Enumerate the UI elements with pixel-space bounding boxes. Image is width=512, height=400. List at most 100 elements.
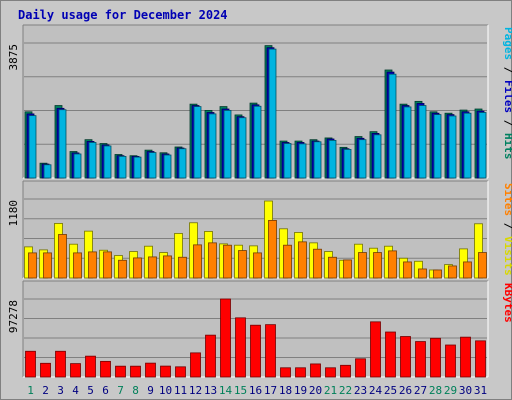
day-label-15: 15 — [234, 384, 247, 397]
day-label-8: 8 — [132, 384, 139, 397]
day-label-22: 22 — [339, 384, 352, 397]
day-label-18: 18 — [279, 384, 292, 397]
bar-sites-day-8 — [133, 257, 142, 279]
bar-pages-day-27 — [418, 105, 427, 179]
bar-kbytes-day-30 — [460, 336, 471, 378]
legend-visits-label: Visits — [502, 236, 512, 276]
chart-title: Daily usage for December 2024 — [18, 8, 228, 22]
day-label-3: 3 — [57, 384, 64, 397]
day-label-2: 2 — [42, 384, 49, 397]
bar-kbytes-day-11 — [175, 366, 186, 378]
day-label-31: 31 — [474, 384, 487, 397]
bar-kbytes-day-29 — [445, 344, 456, 378]
day-label-19: 19 — [294, 384, 307, 397]
panel-hits-legend-label: Pages / Files / Hits — [502, 27, 512, 160]
bar-pages-day-13 — [208, 113, 217, 179]
bar-sites-day-25 — [388, 250, 397, 279]
bar-sites-day-12 — [193, 244, 202, 279]
day-label-24: 24 — [369, 384, 383, 397]
bar-pages-day-12 — [193, 106, 202, 179]
bar-sites-day-14 — [223, 244, 232, 279]
day-label-10: 10 — [159, 384, 172, 397]
day-label-14: 14 — [219, 384, 233, 397]
bar-pages-day-8 — [133, 156, 142, 179]
bar-pages-day-3 — [58, 109, 67, 179]
day-label-27: 27 — [414, 384, 427, 397]
bar-sites-day-30 — [463, 261, 472, 279]
bar-pages-day-16 — [253, 105, 262, 179]
bar-sites-day-29 — [448, 265, 457, 279]
bar-sites-day-13 — [208, 242, 217, 279]
bar-kbytes-day-25 — [385, 331, 396, 378]
bar-kbytes-day-22 — [340, 364, 351, 378]
bar-sites-day-2 — [43, 252, 52, 279]
panel-kbytes-legend-label: KBytes — [502, 283, 512, 323]
bar-pages-day-23 — [358, 139, 367, 179]
bar-sites-day-11 — [178, 256, 187, 279]
bar-pages-day-6 — [103, 145, 112, 179]
bar-pages-day-10 — [163, 154, 172, 179]
day-label-28: 28 — [429, 384, 442, 397]
bar-pages-day-25 — [388, 73, 397, 179]
bar-pages-day-9 — [148, 152, 157, 179]
bar-sites-day-27 — [418, 268, 427, 279]
bar-kbytes-day-10 — [160, 365, 171, 378]
bar-kbytes-day-8 — [130, 365, 141, 378]
bar-kbytes-day-3 — [55, 350, 66, 378]
bar-pages-day-28 — [433, 114, 442, 179]
bar-kbytes-day-13 — [205, 334, 216, 378]
bar-kbytes-day-19 — [295, 367, 306, 378]
panel-hits-ymax-label: 3875 — [7, 44, 20, 71]
bar-kbytes-day-9 — [145, 362, 156, 378]
bar-pages-day-29 — [448, 115, 457, 179]
day-label-30: 30 — [459, 384, 472, 397]
bar-kbytes-day-6 — [100, 360, 111, 378]
bar-pages-day-30 — [463, 112, 472, 179]
bar-sites-day-9 — [148, 256, 157, 279]
bar-sites-day-3 — [58, 234, 67, 279]
bar-pages-day-15 — [238, 117, 247, 179]
legend--label: / — [502, 216, 512, 236]
bar-kbytes-day-18 — [280, 367, 291, 378]
bar-kbytes-day-24 — [370, 321, 381, 378]
panel-kbytes-ymax-label: 97278 — [7, 300, 20, 333]
bar-sites-day-21 — [328, 256, 337, 279]
bar-sites-day-4 — [73, 252, 82, 279]
bar-sites-day-1 — [28, 252, 37, 279]
bar-sites-day-6 — [103, 251, 112, 279]
bar-sites-day-28 — [433, 269, 442, 279]
day-label-1: 1 — [27, 384, 34, 397]
bar-sites-day-10 — [163, 255, 172, 279]
bar-kbytes-day-26 — [400, 336, 411, 378]
bar-kbytes-day-27 — [415, 341, 426, 378]
day-label-12: 12 — [189, 384, 202, 397]
legend--label: / — [502, 113, 512, 133]
day-label-26: 26 — [399, 384, 412, 397]
bar-kbytes-day-12 — [190, 352, 201, 378]
bar-kbytes-day-17 — [265, 324, 276, 378]
bar-sites-day-24 — [373, 252, 382, 279]
bar-kbytes-day-31 — [475, 340, 486, 378]
day-label-13: 13 — [204, 384, 217, 397]
bar-kbytes-day-16 — [250, 324, 261, 378]
bar-sites-day-22 — [343, 259, 352, 279]
day-label-11: 11 — [174, 384, 187, 397]
day-label-29: 29 — [444, 384, 457, 397]
bar-pages-day-1 — [28, 115, 37, 179]
day-label-6: 6 — [102, 384, 109, 397]
bar-pages-day-24 — [373, 134, 382, 179]
bar-kbytes-day-2 — [40, 362, 51, 378]
bar-kbytes-day-20 — [310, 363, 321, 378]
bar-kbytes-day-23 — [355, 358, 366, 378]
bar-sites-day-31 — [478, 252, 487, 279]
bar-pages-day-2 — [43, 164, 52, 179]
bar-sites-day-23 — [358, 252, 367, 279]
day-label-9: 9 — [147, 384, 154, 397]
bar-kbytes-day-15 — [235, 317, 246, 378]
bar-pages-day-21 — [328, 139, 337, 179]
day-label-20: 20 — [309, 384, 322, 397]
legend--label: / — [502, 60, 512, 80]
legend-pages-label: Pages — [502, 27, 512, 60]
bar-sites-day-19 — [298, 241, 307, 279]
day-label-4: 4 — [72, 384, 79, 397]
